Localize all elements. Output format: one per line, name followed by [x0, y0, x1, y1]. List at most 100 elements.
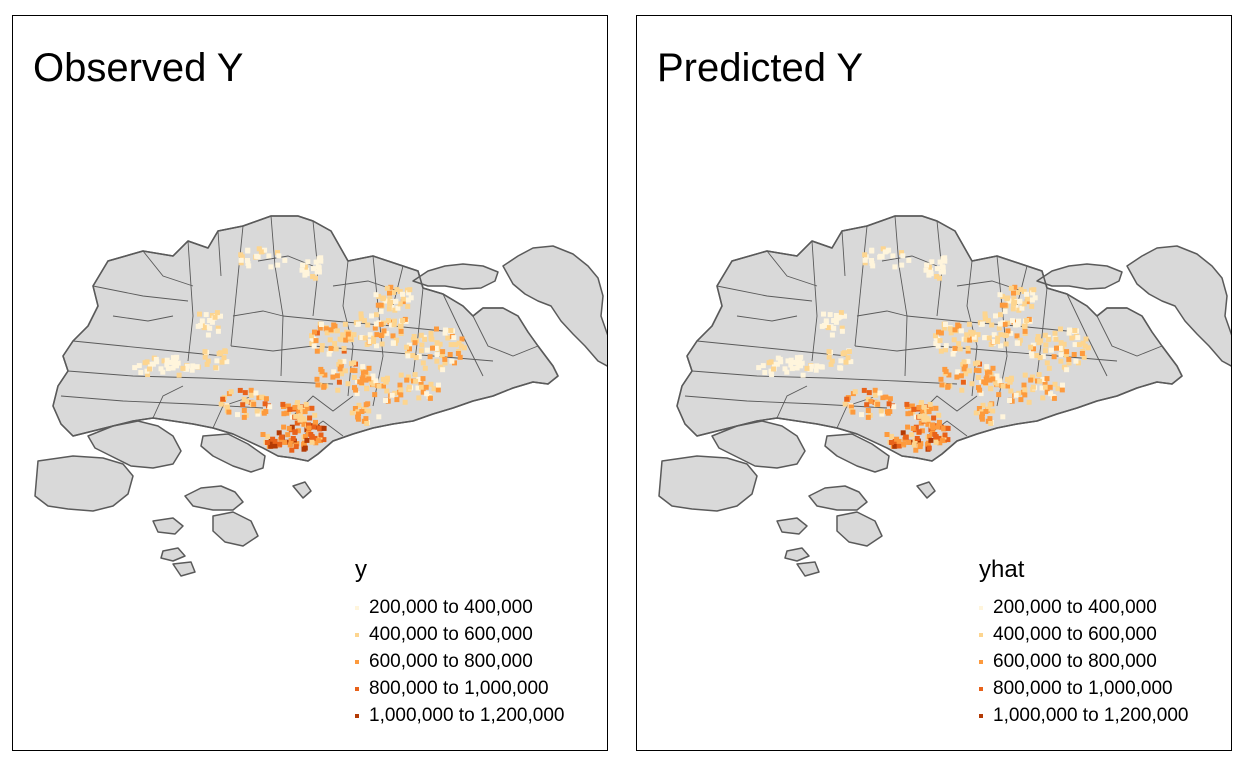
district-boundary: [72, 340, 224, 357]
data-cell: [906, 439, 912, 445]
data-cell: [771, 366, 776, 372]
data-cell: [235, 412, 240, 418]
data-cell: [248, 392, 254, 398]
data-cell: [1029, 297, 1035, 303]
data-cell: [789, 366, 795, 372]
data-cell: [917, 444, 923, 450]
data-cell: [1082, 343, 1088, 349]
data-cell: [848, 404, 854, 410]
data-cell: [940, 256, 946, 262]
data-cell: [363, 369, 369, 375]
data-cell: [869, 247, 875, 253]
data-cell: [945, 437, 951, 443]
data-cell: [363, 377, 369, 383]
data-cell: [352, 368, 358, 374]
data-cell: [292, 429, 298, 435]
data-cell: [975, 332, 981, 338]
data-cell: [1008, 330, 1014, 336]
data-cell: [386, 318, 391, 324]
data-cell: [317, 325, 323, 331]
district-boundary: [282, 315, 444, 332]
data-cell: [416, 395, 422, 401]
data-cell: [826, 354, 832, 360]
data-cell: [359, 335, 365, 340]
data-cell: [792, 359, 798, 365]
data-cell: [1059, 387, 1065, 393]
data-cell: [842, 350, 848, 356]
coastline: [676, 215, 1183, 462]
data-cell: [327, 337, 333, 343]
data-cell: [829, 358, 835, 364]
data-cell: [375, 302, 381, 308]
legend-label: 600,000 to 800,000: [993, 651, 1157, 672]
data-cell: [760, 363, 766, 369]
data-cell: [1048, 391, 1054, 397]
land-polygon: [916, 481, 936, 499]
data-cell: [316, 269, 322, 275]
district-boundary: [1066, 293, 1108, 377]
map-layer: [34, 215, 607, 577]
data-cell: [926, 409, 932, 415]
data-cell: [366, 365, 372, 371]
data-cell: [865, 396, 871, 402]
data-cell: [1018, 287, 1024, 293]
data-cell: [935, 266, 940, 272]
data-cell: [336, 379, 342, 385]
data-cell: [1063, 352, 1069, 358]
legend-swatch: [355, 660, 359, 664]
data-cell: [138, 370, 144, 375]
data-cell: [313, 338, 319, 344]
data-cell: [267, 404, 273, 410]
data-cell: [370, 373, 376, 379]
data-cell: [253, 390, 259, 396]
land-polygon: [776, 517, 808, 535]
data-cell: [931, 415, 937, 421]
data-cell: [987, 369, 993, 375]
data-cell: [1014, 340, 1020, 346]
data-cell: [1043, 384, 1048, 390]
data-cell: [422, 336, 428, 342]
data-cell: [452, 360, 457, 366]
data-cell: [238, 252, 244, 258]
land-polygon: [784, 547, 810, 562]
data-cell: [311, 343, 317, 349]
data-cell: [1076, 342, 1082, 348]
data-cell: [1031, 346, 1036, 352]
data-cell: [352, 406, 358, 411]
data-cell: [1039, 385, 1045, 391]
data-cell: [381, 295, 387, 301]
data-cell: [1008, 388, 1014, 394]
data-cell: [412, 372, 418, 378]
data-cell: [966, 368, 972, 374]
data-cell: [293, 413, 299, 419]
data-cell: [938, 348, 944, 354]
data-cell: [926, 264, 932, 270]
data-cell: [349, 410, 355, 416]
data-cell: [404, 377, 410, 383]
data-cell: [988, 421, 994, 426]
land-polygon: [184, 485, 244, 511]
data-cell: [378, 333, 384, 338]
map-panel-observed: Observed Y y 200,000 to 400,000 400,000 …: [12, 15, 608, 751]
data-cell: [297, 404, 303, 410]
land-polygon: [212, 511, 259, 547]
data-cell: [427, 395, 433, 401]
data-cell: [1022, 387, 1028, 393]
data-cell: [899, 262, 905, 268]
data-cell: [886, 401, 892, 407]
data-cell: [1054, 345, 1059, 351]
data-cell: [262, 247, 268, 253]
data-cell: [1002, 308, 1008, 314]
data-cell: [448, 328, 454, 333]
data-cell: [280, 401, 286, 407]
data-cell: [374, 332, 380, 338]
data-cell: [184, 363, 190, 369]
data-cell: [1019, 305, 1025, 311]
data-cell: [903, 434, 909, 440]
data-cell: [359, 409, 365, 414]
data-cell: [1030, 384, 1036, 390]
data-cell: [362, 335, 368, 341]
data-cell: [1037, 355, 1043, 361]
data-cell: [295, 428, 301, 434]
data-cell: [936, 329, 941, 335]
